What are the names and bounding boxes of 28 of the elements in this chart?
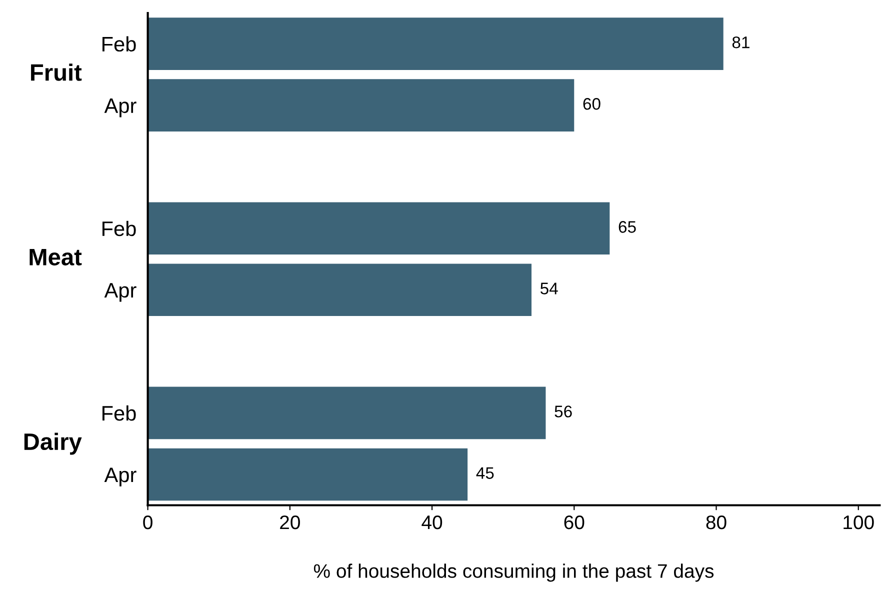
x-axis-title: % of households consuming in the past 7 days <box>314 564 714 582</box>
x-tick-label: 100 <box>844 515 874 530</box>
x-tick-label: 20 <box>280 515 300 530</box>
y-tick-label: Apr <box>104 283 136 302</box>
data-label: 60 <box>583 98 600 110</box>
x-tick-label: 80 <box>706 515 726 530</box>
data-label: 54 <box>540 282 558 294</box>
text: Dairy <box>24 432 82 455</box>
bar <box>148 18 724 70</box>
x-tick-label: 40 <box>422 515 442 530</box>
text: Meat <box>30 249 82 266</box>
y-tick-label: Feb <box>102 220 136 236</box>
bar <box>148 386 546 440</box>
bar <box>148 448 468 501</box>
bar <box>148 264 532 316</box>
y-tick-label: Apr <box>104 468 136 486</box>
data-label: 56 <box>554 406 572 418</box>
x-tick-label: 60 <box>564 515 584 530</box>
y-tick-label: Apr <box>104 98 136 118</box>
bar <box>148 79 574 132</box>
bar <box>148 202 610 255</box>
data-label: 65 <box>618 221 636 233</box>
text: Fruit <box>31 64 82 81</box>
x-tick-label: 0 <box>143 515 152 530</box>
data-label: 81 <box>732 36 750 48</box>
y-tick-label: Feb <box>102 36 136 52</box>
data-label: 45 <box>476 467 494 479</box>
y-tick-label: Feb <box>102 405 136 421</box>
